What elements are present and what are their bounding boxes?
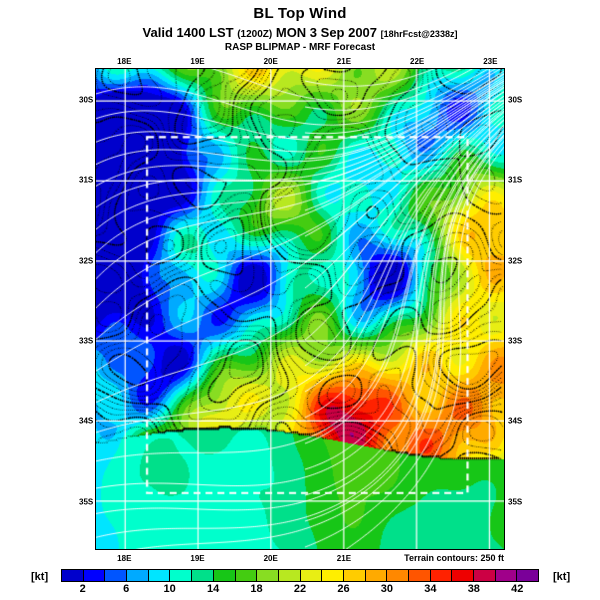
y-tick-left-33S: 33S — [79, 336, 94, 346]
colorbar-tick-42: 42 — [511, 583, 524, 595]
colorbar-cell-2 — [104, 570, 127, 581]
colorbar-cell-18 — [451, 570, 474, 581]
x-tick-bottom-21E: 21E — [336, 554, 352, 563]
y-tick-right-32S: 32S — [508, 256, 523, 266]
colorbar-cell-13 — [342, 570, 365, 581]
colorbar-cell-12 — [321, 570, 343, 581]
model-line: RASP BLIPMAP - MRF Forecast — [224, 42, 376, 53]
y-tick-right-35S: 35S — [508, 497, 523, 507]
y-tick-left-34S: 34S — [79, 416, 94, 426]
colorbar-cell-8 — [234, 570, 257, 581]
x-tick-bottom-19E: 19E — [190, 554, 205, 563]
colorbar-tick-30: 30 — [380, 583, 394, 595]
x-tick-top-18E: 18E — [117, 57, 132, 66]
y-tick-right-33S: 33S — [508, 336, 523, 346]
colorbar-tick-2: 2 — [79, 583, 86, 595]
colorbar-unit-right: [kt] — [553, 571, 571, 583]
y-tick-right-30S: 30S — [508, 95, 523, 105]
x-tick-top-19E: 19E — [190, 57, 205, 66]
valid-time-line: Valid 1400 LST (1200Z) MON 3 Sep 2007 [1… — [0, 25, 600, 40]
valid-time-prefix: Valid 1400 LST — [142, 25, 234, 40]
y-tick-right-34S: 34S — [508, 416, 523, 426]
colorbar-cell-16 — [408, 570, 430, 581]
y-tick-left-31S: 31S — [79, 175, 94, 185]
colorbar-cell-3 — [126, 570, 148, 581]
colorbar-tick-labels: 2 6 10 14 18 22 26 30 34 38 42 — [61, 583, 539, 597]
colorbar-gradient[interactable] — [61, 569, 539, 582]
colorbar-cell-6 — [191, 570, 213, 581]
wind-speed-heatmap[interactable] — [96, 69, 504, 549]
colorbar-cell-0 — [62, 570, 83, 581]
colorbar-cell-20 — [494, 570, 517, 581]
colorbar-cell-19 — [473, 570, 495, 581]
x-tick-top-23E: 23E — [483, 57, 498, 66]
colorbar-cell-7 — [212, 570, 235, 581]
valid-time-utc: (1200Z) — [237, 29, 273, 40]
colorbar-tick-6: 6 — [123, 583, 130, 595]
colorbar-legend: [kt] 2 6 10 14 18 22 26 30 34 38 42 [kt] — [0, 566, 600, 600]
colorbar-cell-17 — [429, 570, 452, 581]
x-tick-bottom-18E: 18E — [117, 554, 132, 563]
colorbar-tick-22: 22 — [293, 583, 307, 595]
valid-date: MON 3 Sep 2007 — [275, 25, 378, 40]
colorbar-cell-15 — [386, 570, 408, 581]
colorbar-tick-14: 14 — [206, 583, 220, 595]
colorbar-cell-4 — [147, 570, 170, 581]
colorbar-tick-38: 38 — [467, 583, 480, 595]
colorbar-cell-9 — [256, 570, 278, 581]
colorbar-cell-10 — [277, 570, 300, 581]
forecast-stamp: [18hrFcst@2338z] — [380, 29, 458, 39]
colorbar-cell-5 — [169, 570, 192, 581]
y-tick-right-31S: 31S — [508, 175, 523, 185]
colorbar-unit-left: [kt] — [31, 571, 49, 583]
colorbar-cell-1 — [82, 570, 105, 581]
x-tick-bottom-20E: 20E — [263, 554, 278, 563]
colorbar-cell-14 — [364, 570, 387, 581]
y-tick-left-35S: 35S — [79, 497, 94, 507]
x-tick-top-21E: 21E — [336, 57, 352, 66]
colorbar-tick-18: 18 — [250, 583, 263, 595]
x-tick-top-20E: 20E — [263, 57, 278, 66]
page-title: BL Top Wind — [253, 5, 347, 22]
x-tick-top-22E: 22E — [410, 57, 425, 66]
colorbar-cell-11 — [299, 570, 322, 581]
colorbar-tick-34: 34 — [424, 583, 437, 595]
map-frame[interactable] — [95, 68, 505, 550]
y-tick-left-30S: 30S — [79, 95, 94, 105]
colorbar-tick-10: 10 — [163, 583, 176, 595]
terrain-contour-note: Terrain contours: 250 ft — [404, 553, 504, 563]
title-block: BL Top Wind Valid 1400 LST (1200Z) MON 3… — [0, 0, 600, 53]
y-tick-left-32S: 32S — [79, 256, 94, 266]
colorbar-cell-21 — [516, 570, 539, 581]
colorbar-tick-26: 26 — [337, 583, 350, 595]
